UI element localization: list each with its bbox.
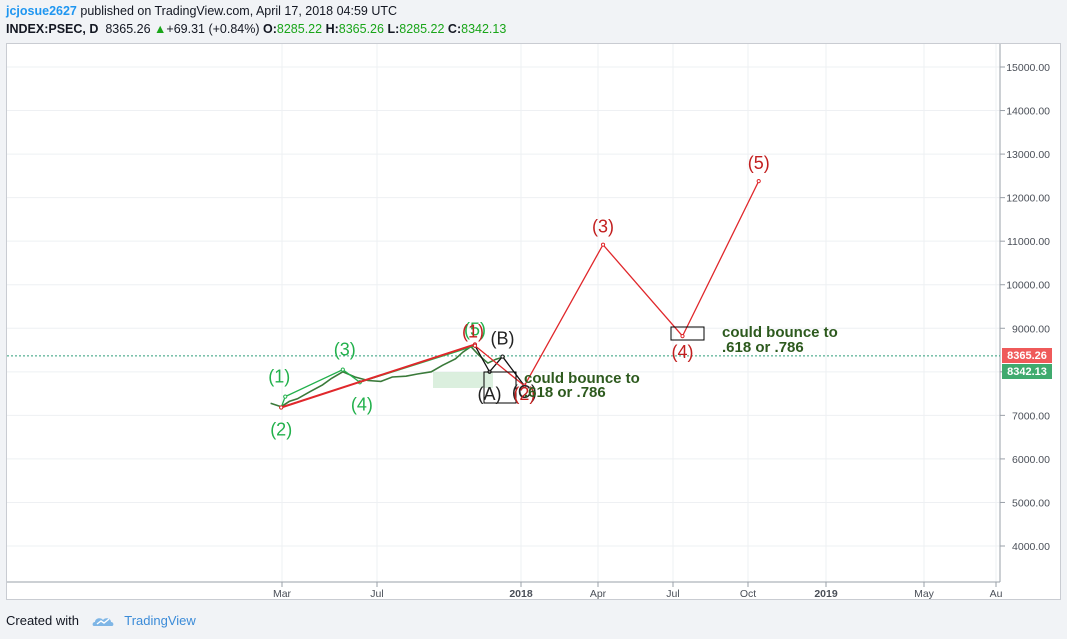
- close-value: 8342.13: [461, 22, 507, 36]
- author-link[interactable]: jcjosue2627: [6, 4, 77, 18]
- wave-label-3-3: (4): [672, 342, 694, 362]
- wave-point-0-1: [283, 394, 288, 399]
- wave-label-3-2: (3): [592, 217, 614, 237]
- wave-label-0-4: (5): [464, 320, 486, 340]
- created-with-text: Created with: [6, 613, 79, 628]
- x-tick-label-0: Mar: [273, 588, 292, 600]
- wave-point-3-1: [522, 383, 527, 388]
- wave-point-3-0: [472, 343, 478, 348]
- wave-point-1-0: [279, 405, 284, 410]
- price-badge-close-text: 8342.13: [1007, 366, 1047, 378]
- high-value: 8365.26: [338, 22, 384, 36]
- x-tick-label-2: 2018: [509, 588, 533, 600]
- wave-label-3-1: (2): [513, 384, 535, 404]
- x-tick-label-8: Au: [990, 588, 1003, 600]
- wave-labels: (2) (1) (3) (4) (5) (A) (B) (C) (1) (2) (3) (4) (5): [268, 153, 769, 439]
- wave-label-0-3: (4): [351, 394, 373, 414]
- wave-label-2-2: (B): [491, 329, 515, 349]
- wave-lines: [279, 178, 761, 410]
- symbol: INDEX:PSEC, D: [6, 22, 99, 36]
- x-tick-label-5: Oct: [740, 588, 756, 600]
- low-label: L:: [387, 22, 400, 36]
- annotation-wave2-line2: .618 or .786: [524, 384, 606, 401]
- y-tick-label-9: 6000.00: [1012, 454, 1050, 466]
- ohlc-line: INDEX:PSEC, D 8365.26 ▲+69.31 (+0.84%) O…: [6, 22, 506, 36]
- price-change: +69.31 (+0.84%): [166, 22, 260, 36]
- y-tick-label-3: 12000.00: [1006, 193, 1050, 205]
- y-tick-label-11: 4000.00: [1012, 541, 1050, 553]
- wave-label-0-0: (2): [270, 420, 292, 440]
- price-badge-last: 8365.26: [1002, 348, 1052, 363]
- y-tick-label-4: 11000.00: [1007, 236, 1050, 248]
- annotation-wave4: could bounce to .618 or .786: [722, 324, 838, 356]
- y-tick-label-2: 13000.00: [1006, 149, 1050, 161]
- target-box-wave2: [483, 371, 517, 404]
- wave-label-0-1: (1): [268, 367, 290, 387]
- y-tick-label-5: 10000.00: [1006, 280, 1050, 292]
- low-value: 8285.22: [399, 22, 445, 36]
- high-label: H:: [325, 22, 339, 36]
- last-price: 8365.26: [105, 22, 151, 36]
- wave-line-1: [280, 343, 476, 409]
- x-tick-label-1: Jul: [370, 588, 383, 600]
- x-tick-label-6: 2019: [814, 588, 838, 600]
- y-axis-ticks: 15000.00 14000.00 13000.00 12000.00 11000.00…: [1000, 62, 1050, 553]
- open-value: 8285.22: [276, 22, 323, 36]
- price-badge-last-text: 8365.26: [1007, 350, 1047, 362]
- tradingview-logo-icon: [92, 617, 114, 626]
- x-tick-label-3: Apr: [590, 588, 607, 600]
- annotation-wave2-line1: could bounce to: [524, 370, 640, 387]
- publish-info: jcjosue2627 published on TradingView.com…: [6, 4, 397, 18]
- close-label: C:: [447, 22, 462, 36]
- y-tick-label-6: 9000.00: [1012, 323, 1050, 335]
- published-text: published on TradingView.com, April 17, …: [80, 4, 398, 18]
- annotation-wave2: could bounce to .618 or .786: [524, 370, 640, 401]
- wave-label-3-0: (1): [462, 322, 484, 342]
- chart-panel[interactable]: [6, 43, 1061, 600]
- wave-point-3-3: [680, 334, 685, 339]
- grid-lines: [7, 44, 1000, 582]
- wave-point-0-2: [340, 367, 345, 372]
- wave-line-2: [474, 345, 525, 387]
- wave-label-2-1: (A): [478, 384, 502, 404]
- x-axis-ticks: Mar Jul 2018 Apr Jul Oct 2019 May Au: [273, 582, 1003, 600]
- wave-label-2-3: (C): [512, 382, 537, 402]
- up-triangle-icon: ▲: [154, 22, 167, 36]
- x-tick-label-4: Jul: [666, 588, 679, 600]
- tradingview-link[interactable]: TradingView: [124, 613, 196, 628]
- wave-point-3-4: [756, 178, 761, 184]
- annotation-wave4-line1: could bounce to: [722, 324, 838, 341]
- footer: Created with TradingView: [6, 613, 196, 629]
- y-tick-label-8: 7000.00: [1012, 410, 1050, 422]
- price-series: [270, 345, 506, 408]
- annotation-wave4-line2: .618 or .786: [722, 339, 804, 356]
- open-label: O:: [263, 22, 277, 36]
- wave-label-3-4: (5): [748, 153, 770, 173]
- y-tick-label-1: 14000.00: [1006, 106, 1050, 118]
- fib-zone: [433, 372, 493, 388]
- price-badge-close: 8342.13: [1002, 364, 1052, 379]
- wave-label-0-2: (3): [334, 340, 356, 360]
- y-tick-label-0: 15000.00: [1006, 62, 1050, 74]
- x-tick-label-7: May: [914, 588, 935, 600]
- target-box-wave4: [670, 326, 705, 341]
- wave-point-3-2: [600, 242, 606, 247]
- wave-point-2-2: [500, 354, 505, 359]
- y-tick-label-10: 5000.00: [1012, 497, 1050, 509]
- wave-line-3: [474, 180, 760, 387]
